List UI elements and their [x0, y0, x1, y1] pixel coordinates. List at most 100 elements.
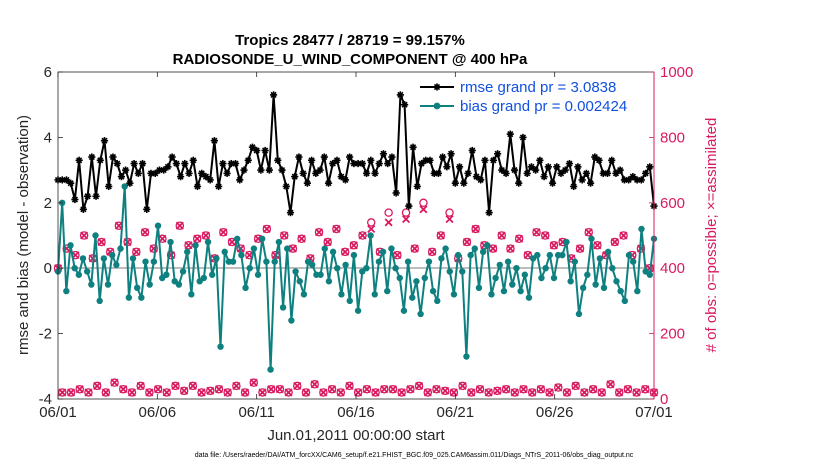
- rmse-point: [130, 159, 138, 168]
- rmse-point: [494, 150, 502, 158]
- rmse-point: [83, 192, 92, 200]
- bias-point: [513, 265, 520, 272]
- bias-point: [209, 271, 216, 278]
- rmse-point: [346, 153, 354, 161]
- obs-assimilated-point: [597, 388, 606, 397]
- bias-point: [550, 274, 558, 282]
- rmse-point: [464, 169, 472, 177]
- bias-point: [246, 265, 253, 272]
- bias-point: [321, 245, 328, 252]
- bias-point: [567, 278, 574, 285]
- bias-point: [154, 222, 162, 229]
- bias-point: [350, 251, 358, 259]
- bias-point: [179, 268, 187, 275]
- rmse-point: [489, 156, 497, 164]
- x-tick-label: 06/11: [238, 404, 274, 421]
- bias-point: [138, 294, 145, 301]
- obs-possible-point: [332, 224, 341, 234]
- bias-point: [67, 242, 74, 249]
- obs-assimilated-point: [502, 385, 511, 394]
- rmse-point: [261, 146, 269, 155]
- rmse-point: [548, 179, 557, 187]
- obs-possible-point: [293, 381, 302, 391]
- obs-possible-point: [588, 384, 598, 394]
- bias-point: [450, 291, 458, 298]
- obs-possible-point: [149, 244, 158, 253]
- y-tick-label-right: 600: [660, 195, 685, 212]
- bias-point: [213, 255, 220, 262]
- obs-assimilated-point: [84, 388, 93, 397]
- obs-assimilated-point: [328, 385, 337, 394]
- obs-assimilated-point: [497, 231, 506, 240]
- rmse-point: [176, 173, 185, 181]
- rmse-point: [612, 169, 620, 177]
- obs-possible-point: [493, 386, 502, 396]
- x-tick-label: 06/26: [536, 404, 574, 421]
- obs-possible-point: [419, 198, 428, 208]
- obs-assimilated-point: [445, 215, 454, 224]
- obs-possible-point: [188, 381, 198, 391]
- bias-point: [646, 271, 654, 278]
- bias-point: [104, 281, 112, 288]
- bias-point: [250, 245, 258, 252]
- obs-assimilated-point: [206, 386, 215, 395]
- obs-possible-point: [145, 388, 154, 397]
- obs-possible-point: [427, 247, 437, 257]
- legend-entry: rmse grand pr = 3.0838: [460, 79, 616, 96]
- obs-assimilated-point: [510, 388, 519, 397]
- obs-possible-point: [279, 231, 289, 240]
- obs-possible-point: [284, 388, 293, 397]
- obs-assimilated-point: [388, 385, 398, 394]
- obs-possible-point: [219, 227, 228, 237]
- rmse-point: [485, 209, 493, 217]
- rmse-point: [265, 166, 273, 174]
- obs-possible-point: [623, 384, 633, 394]
- rmse-point: [193, 182, 202, 191]
- bias-point: [217, 343, 224, 350]
- bias-point: [404, 258, 412, 265]
- bias-point: [100, 255, 108, 262]
- obs-possible-point: [523, 250, 533, 260]
- obs-assimilated-point: [284, 388, 293, 397]
- obs-assimilated-point: [371, 388, 380, 397]
- obs-possible-point: [501, 384, 511, 394]
- bias-point: [96, 297, 103, 305]
- obs-possible-point: [584, 227, 593, 237]
- bias-point: [425, 258, 433, 265]
- obs-assimilated-point: [410, 244, 419, 253]
- obs-assimilated-point: [432, 385, 441, 394]
- rmse-point: [447, 150, 455, 158]
- obs-possible-point: [549, 241, 559, 250]
- obs-possible-point: [58, 388, 67, 397]
- bias-point: [500, 287, 508, 295]
- bias-point: [484, 242, 491, 249]
- bias-point: [167, 238, 174, 246]
- obs-possible-point: [97, 237, 106, 247]
- bias-point: [188, 291, 195, 298]
- obs-assimilated-point: [436, 231, 445, 240]
- bias-point: [175, 281, 183, 288]
- obs-assimilated-point: [154, 385, 163, 394]
- obs-assimilated-point: [562, 388, 572, 397]
- obs-possible-point: [471, 224, 480, 234]
- rmse-point: [409, 143, 417, 151]
- bias-point: [434, 297, 441, 305]
- obs-assimilated-point: [140, 228, 150, 237]
- rmse-point: [426, 156, 434, 164]
- obs-assimilated-point: [641, 385, 650, 394]
- obs-possible-point: [540, 231, 550, 240]
- obs-possible-point: [101, 388, 111, 397]
- legend: rmse grand pr = 3.0838 bias grand pr = 0.…: [420, 79, 627, 115]
- bias-point: [329, 248, 337, 256]
- rmse-point: [143, 205, 151, 213]
- bias-point: [234, 235, 241, 242]
- rmse-point: [122, 166, 130, 174]
- bias-point: [417, 310, 424, 318]
- obs-possible-point: [275, 384, 285, 394]
- y-axis-label-left: rmse and bias (model - observation): [15, 115, 32, 355]
- rmse-point: [308, 156, 316, 164]
- bias-point: [279, 304, 287, 311]
- obs-assimilated-point: [549, 241, 558, 250]
- obs-possible-point: [619, 231, 628, 240]
